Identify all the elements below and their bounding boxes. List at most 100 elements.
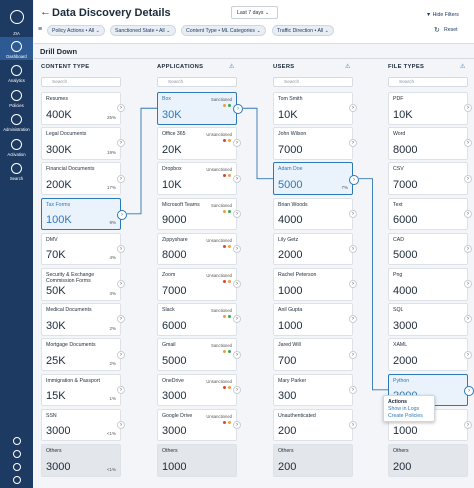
card-chevron[interactable]: › [349, 104, 357, 113]
card-chevron[interactable]: › [349, 174, 359, 185]
card[interactable]: Anil Gupta 1000 [273, 303, 353, 336]
card[interactable]: Microsoft Teams 9000 Sanctioned [157, 197, 237, 231]
card-chevron[interactable]: › [117, 315, 125, 324]
card[interactable]: Tom Smith 10K [273, 92, 353, 125]
card[interactable]: Medical Documents 30K 2% [41, 303, 121, 336]
nav-icon[interactable] [11, 41, 22, 52]
card[interactable]: Mary Parker 300 [273, 373, 353, 407]
card[interactable]: Slack 6000 Sanctioned [157, 303, 237, 336]
nav-icon[interactable] [11, 139, 22, 150]
card-chevron[interactable]: › [464, 421, 472, 430]
card[interactable]: CAD 5000 [388, 232, 468, 266]
card-chevron[interactable]: › [349, 139, 357, 148]
card[interactable]: SQL 3000 [388, 303, 468, 336]
card[interactable]: Lily Getz 2000 [273, 232, 353, 266]
search-box[interactable]: Search [273, 77, 353, 87]
card[interactable]: Others 3000 <1% [41, 444, 121, 477]
card[interactable]: Legal Documents 300K 19% [41, 127, 121, 160]
card[interactable]: SSN 3000 <1% [41, 408, 121, 442]
nav-icon[interactable] [11, 90, 22, 101]
card-chevron[interactable]: › [117, 385, 125, 394]
util-icon[interactable] [12, 437, 21, 445]
back-button[interactable]: ← [40, 6, 51, 18]
card-chevron[interactable]: › [233, 139, 241, 148]
card-chevron[interactable]: › [233, 350, 241, 359]
card-chevron[interactable]: › [117, 139, 125, 148]
filter-chip[interactable]: Content Type • ML Categories ⌄ [181, 25, 266, 36]
card[interactable]: Zippyshare 8000 Unsanctioned [157, 232, 237, 266]
card[interactable]: Tax Forms 100K 9% [41, 197, 121, 231]
card[interactable]: John Wilson 7000 [273, 127, 353, 160]
card-chevron[interactable]: › [117, 174, 125, 183]
card[interactable]: Resumes 400K 25% [41, 92, 121, 125]
card-chevron[interactable]: › [233, 421, 241, 430]
card-chevron[interactable]: › [349, 350, 357, 359]
card-chevron[interactable]: › [464, 104, 472, 113]
card-chevron[interactable]: › [464, 139, 472, 148]
card[interactable]: Jared Will 700 [273, 338, 353, 371]
card-chevron[interactable]: › [349, 385, 357, 394]
card-chevron[interactable]: › [464, 350, 472, 359]
card-chevron[interactable]: › [117, 209, 127, 220]
search-box[interactable]: Search [157, 77, 237, 87]
card[interactable]: OneDrive 3000 Unsanctioned [157, 373, 237, 407]
card[interactable]: Box 30K Sanctioned [157, 92, 237, 125]
card-chevron[interactable]: › [464, 245, 472, 254]
card-chevron[interactable]: › [117, 245, 125, 254]
card[interactable]: XAML 2000 [388, 338, 468, 371]
card-chevron[interactable]: › [117, 421, 125, 430]
card[interactable]: Security & Exchange Commission Forms 50K 3… [41, 268, 121, 301]
card-chevron[interactable]: › [349, 209, 357, 218]
popup-item[interactable]: Create Policies [388, 412, 423, 419]
util-icon[interactable] [12, 450, 21, 458]
card[interactable]: Word 8000 [388, 127, 468, 160]
reset-button[interactable]: Reset [444, 27, 458, 33]
card-chevron[interactable]: › [233, 315, 241, 324]
card-chevron[interactable]: › [464, 315, 472, 324]
card[interactable]: Png 4000 [388, 268, 468, 301]
card[interactable]: Dropbox 10K Unsanctioned [157, 162, 237, 195]
card[interactable]: Text 6000 [388, 197, 468, 231]
card-chevron[interactable]: › [464, 209, 472, 218]
card[interactable]: Adam Doe 5000 7% [273, 162, 353, 195]
card-chevron[interactable]: › [117, 350, 125, 359]
util-icon[interactable] [12, 463, 21, 471]
card-chevron[interactable]: › [117, 104, 125, 113]
card-chevron[interactable]: › [349, 280, 357, 289]
card-chevron[interactable]: › [464, 280, 472, 289]
card[interactable]: CSV 7000 [388, 162, 468, 195]
card[interactable]: Mortgage Documents 25K 2% [41, 338, 121, 371]
column-icon[interactable]: ⚠ [345, 64, 351, 70]
filter-chip[interactable]: Traffic Direction • All ⌄ [272, 25, 335, 36]
nav-icon[interactable] [11, 114, 22, 125]
search-box[interactable]: Search [41, 77, 121, 87]
hide-filters[interactable]: ▼ Hide Filters [426, 12, 459, 18]
nav-icon[interactable] [11, 65, 22, 76]
card-chevron[interactable]: › [233, 385, 241, 394]
card[interactable]: Gmail 5000 Sanctioned [157, 338, 237, 371]
nav-icon[interactable] [11, 163, 22, 174]
card-chevron[interactable]: › [349, 315, 357, 324]
card-chevron[interactable]: › [464, 385, 474, 396]
card-chevron[interactable]: › [117, 280, 125, 289]
card-chevron[interactable]: › [233, 104, 243, 115]
card[interactable]: Others 200 [273, 444, 353, 477]
card-chevron[interactable]: › [233, 174, 241, 183]
util-icon[interactable] [12, 476, 21, 484]
card[interactable]: PDF 10K [388, 92, 468, 125]
card[interactable]: Rachel Peterson 1000 [273, 268, 353, 301]
column-icon[interactable]: ⚠ [460, 64, 466, 70]
filter-chip[interactable]: Sanctioned State • All ⌄ [110, 25, 176, 36]
card[interactable]: DMV 70K 4% [41, 232, 121, 266]
card[interactable]: Financial Documents 200K 17% [41, 162, 121, 195]
card[interactable]: Others 200 [388, 444, 468, 477]
popup-item[interactable]: Show in Logs [388, 405, 420, 412]
card-chevron[interactable]: › [233, 209, 241, 218]
card-chevron[interactable]: › [349, 245, 357, 254]
card[interactable]: Unauthenticated 200 [273, 408, 353, 442]
card-chevron[interactable]: › [349, 421, 357, 430]
search-box[interactable]: Search [388, 77, 468, 87]
card-chevron[interactable]: › [464, 174, 472, 183]
card[interactable]: Zoom 7000 Unsanctioned [157, 268, 237, 301]
card[interactable]: Others 1000 [157, 444, 237, 477]
